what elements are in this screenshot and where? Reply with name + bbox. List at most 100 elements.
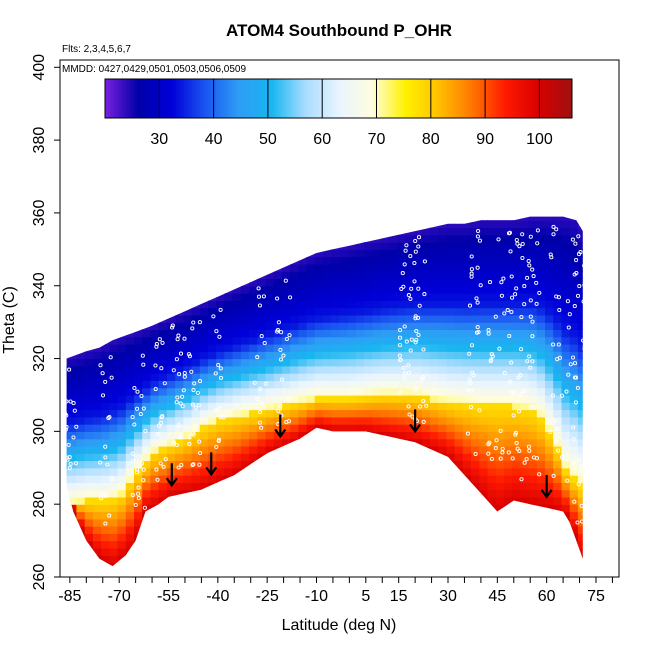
colorbar-segment xyxy=(561,79,565,118)
heatmap-cell xyxy=(117,373,127,381)
observation-point xyxy=(554,227,559,232)
heatmap-cell xyxy=(68,380,77,389)
heatmap-cell xyxy=(413,242,423,250)
heatmap-cell xyxy=(150,482,160,491)
heatmap-cell xyxy=(199,453,209,462)
observation-point xyxy=(526,444,532,449)
heatmap-cell xyxy=(68,438,77,447)
heatmap-cell xyxy=(586,279,595,287)
heatmap-cell xyxy=(528,453,538,462)
heatmap-cell xyxy=(577,322,583,330)
heatmap-cell xyxy=(298,409,308,418)
heatmap-cell xyxy=(586,220,595,228)
heatmap-cell xyxy=(216,438,225,447)
heatmap-cell xyxy=(273,373,283,381)
heatmap-cell xyxy=(487,504,497,513)
observation-point xyxy=(510,390,515,395)
heatmap-cell xyxy=(84,518,94,527)
heatmap-cell xyxy=(561,460,571,469)
heatmap-cell xyxy=(150,438,160,447)
heatmap-cell xyxy=(306,387,316,396)
heatmap-cell xyxy=(282,380,291,389)
heatmap-cell xyxy=(520,278,530,287)
heatmap-cell xyxy=(314,285,324,294)
observation-point xyxy=(534,280,539,285)
heatmap-cell xyxy=(84,489,94,498)
heatmap-cell xyxy=(199,293,209,301)
heatmap-cell xyxy=(594,264,603,272)
heatmap-cell xyxy=(101,467,110,476)
heatmap-cell xyxy=(150,460,160,469)
observation-point xyxy=(559,455,565,460)
observation-point xyxy=(535,241,540,246)
heatmap-cell xyxy=(577,227,583,236)
observation-point xyxy=(154,341,159,347)
heatmap-cell xyxy=(413,358,423,367)
heatmap-cell xyxy=(175,351,184,360)
heatmap-cell xyxy=(462,220,472,229)
heatmap-cell xyxy=(92,387,102,396)
colorbar-segment xyxy=(406,79,410,118)
observation-point xyxy=(108,355,113,360)
heatmap-cell xyxy=(528,216,538,221)
heatmap-cell xyxy=(240,351,250,360)
heatmap-cell xyxy=(142,489,151,498)
colorbar-segment xyxy=(479,79,483,118)
heatmap-cell xyxy=(577,409,583,418)
heatmap-cell xyxy=(429,256,439,265)
heatmap-cell xyxy=(125,438,135,447)
colorbar-segment xyxy=(376,79,380,118)
heatmap-cell xyxy=(413,438,423,447)
heatmap-cell xyxy=(265,285,275,294)
heatmap-cell xyxy=(273,358,283,367)
heatmap-cell xyxy=(413,351,423,360)
heatmap-cell xyxy=(536,278,546,287)
heatmap-cell xyxy=(249,300,258,309)
observation-point xyxy=(160,414,165,419)
heatmap-cell xyxy=(158,416,168,425)
heatmap-cell xyxy=(569,242,579,250)
heatmap-cell xyxy=(199,482,209,491)
heatmap-cell xyxy=(142,351,151,360)
heatmap-cell xyxy=(249,344,258,352)
colorbar-segment xyxy=(436,79,440,118)
heatmap-cell xyxy=(125,489,135,498)
heatmap-cell xyxy=(503,504,513,513)
heatmap-cell xyxy=(471,489,480,498)
heatmap-cell xyxy=(536,242,546,250)
heatmap-cell xyxy=(429,249,439,258)
heatmap-cell xyxy=(265,271,275,280)
heatmap-cell xyxy=(536,380,546,389)
observation-point xyxy=(575,385,580,390)
heatmap-cell xyxy=(487,402,497,411)
heatmap-cell xyxy=(512,402,521,411)
heatmap-cell xyxy=(577,365,583,374)
heatmap-cell xyxy=(405,351,415,360)
observation-point xyxy=(475,234,480,239)
heatmap-cell xyxy=(545,344,554,352)
heatmap-cell xyxy=(249,424,258,432)
heatmap-cell xyxy=(471,234,480,243)
observation-point xyxy=(572,375,578,380)
heatmap-cell xyxy=(224,460,234,469)
colorbar-segment xyxy=(300,79,304,118)
heatmap-cell xyxy=(577,307,583,316)
heatmap-cell xyxy=(421,351,431,360)
heatmap-cell xyxy=(224,409,234,418)
heatmap-cell xyxy=(471,445,480,454)
observation-point xyxy=(530,267,535,272)
heatmap-cell xyxy=(462,216,472,221)
heatmap-cell xyxy=(429,263,439,272)
heatmap-cell xyxy=(134,358,143,367)
heatmap-cell xyxy=(150,322,160,330)
heatmap-cell xyxy=(109,358,119,367)
heatmap-cell xyxy=(495,395,505,403)
heatmap-cell xyxy=(224,424,234,432)
heatmap-cell xyxy=(306,307,316,316)
observation-point xyxy=(284,420,289,425)
heatmap-cell xyxy=(125,533,135,542)
observation-point xyxy=(140,353,145,358)
heatmap-cell xyxy=(66,482,69,491)
observation-point xyxy=(155,431,160,436)
observation-point xyxy=(397,335,403,340)
